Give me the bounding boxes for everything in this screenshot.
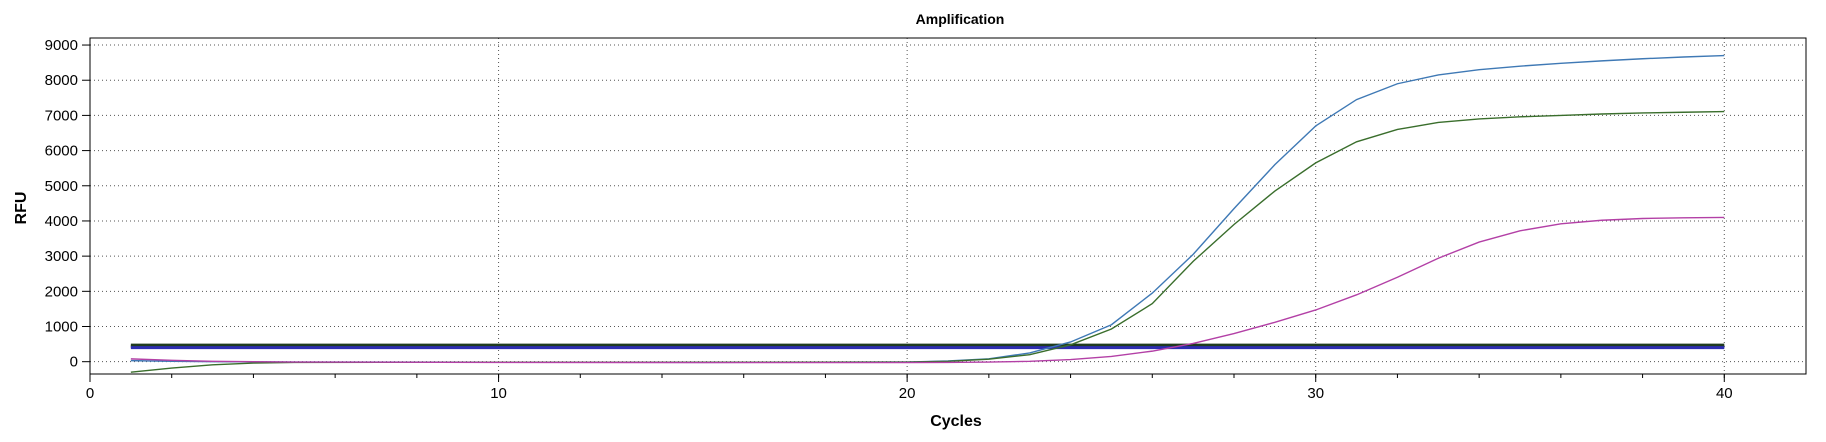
y-axis-ticks: 0 1000 2000 3000 4000 5000 6000 7000 8000 9000: [45, 37, 90, 371]
series-layer: [130, 54, 1725, 373]
y-tick-label: 3000: [45, 248, 78, 265]
y-tick-label: 0: [70, 354, 78, 371]
x-tick-label: 20: [899, 385, 916, 402]
x-tick-label: 40: [1716, 385, 1733, 402]
plot-frame: [89, 37, 1807, 375]
y-axis-title: RFU: [13, 192, 30, 225]
x-tick-label: 30: [1307, 385, 1324, 402]
x-axis-title: Cycles: [930, 413, 982, 430]
chart-title: Amplification: [916, 11, 1005, 27]
y-tick-label: 7000: [45, 107, 78, 124]
y-tick-label: 1000: [45, 319, 78, 336]
y-tick-label: 4000: [45, 213, 78, 230]
threshold-lines: [130, 343, 1725, 350]
x-tick-label: 0: [86, 385, 94, 402]
y-tick-label: 9000: [45, 37, 78, 54]
y-tick-label: 5000: [45, 178, 78, 195]
x-axis-ticks: 0 10 20 30 40: [86, 374, 1733, 402]
y-tick-label: 6000: [45, 143, 78, 160]
series-line-3: [130, 216, 1725, 364]
y-tick-label: 8000: [45, 72, 78, 89]
grid: [90, 38, 1806, 374]
series-line-1: [130, 54, 1725, 364]
series-line-2: [130, 110, 1725, 373]
x-tick-label: 10: [490, 385, 507, 402]
y-tick-label: 2000: [45, 283, 78, 300]
